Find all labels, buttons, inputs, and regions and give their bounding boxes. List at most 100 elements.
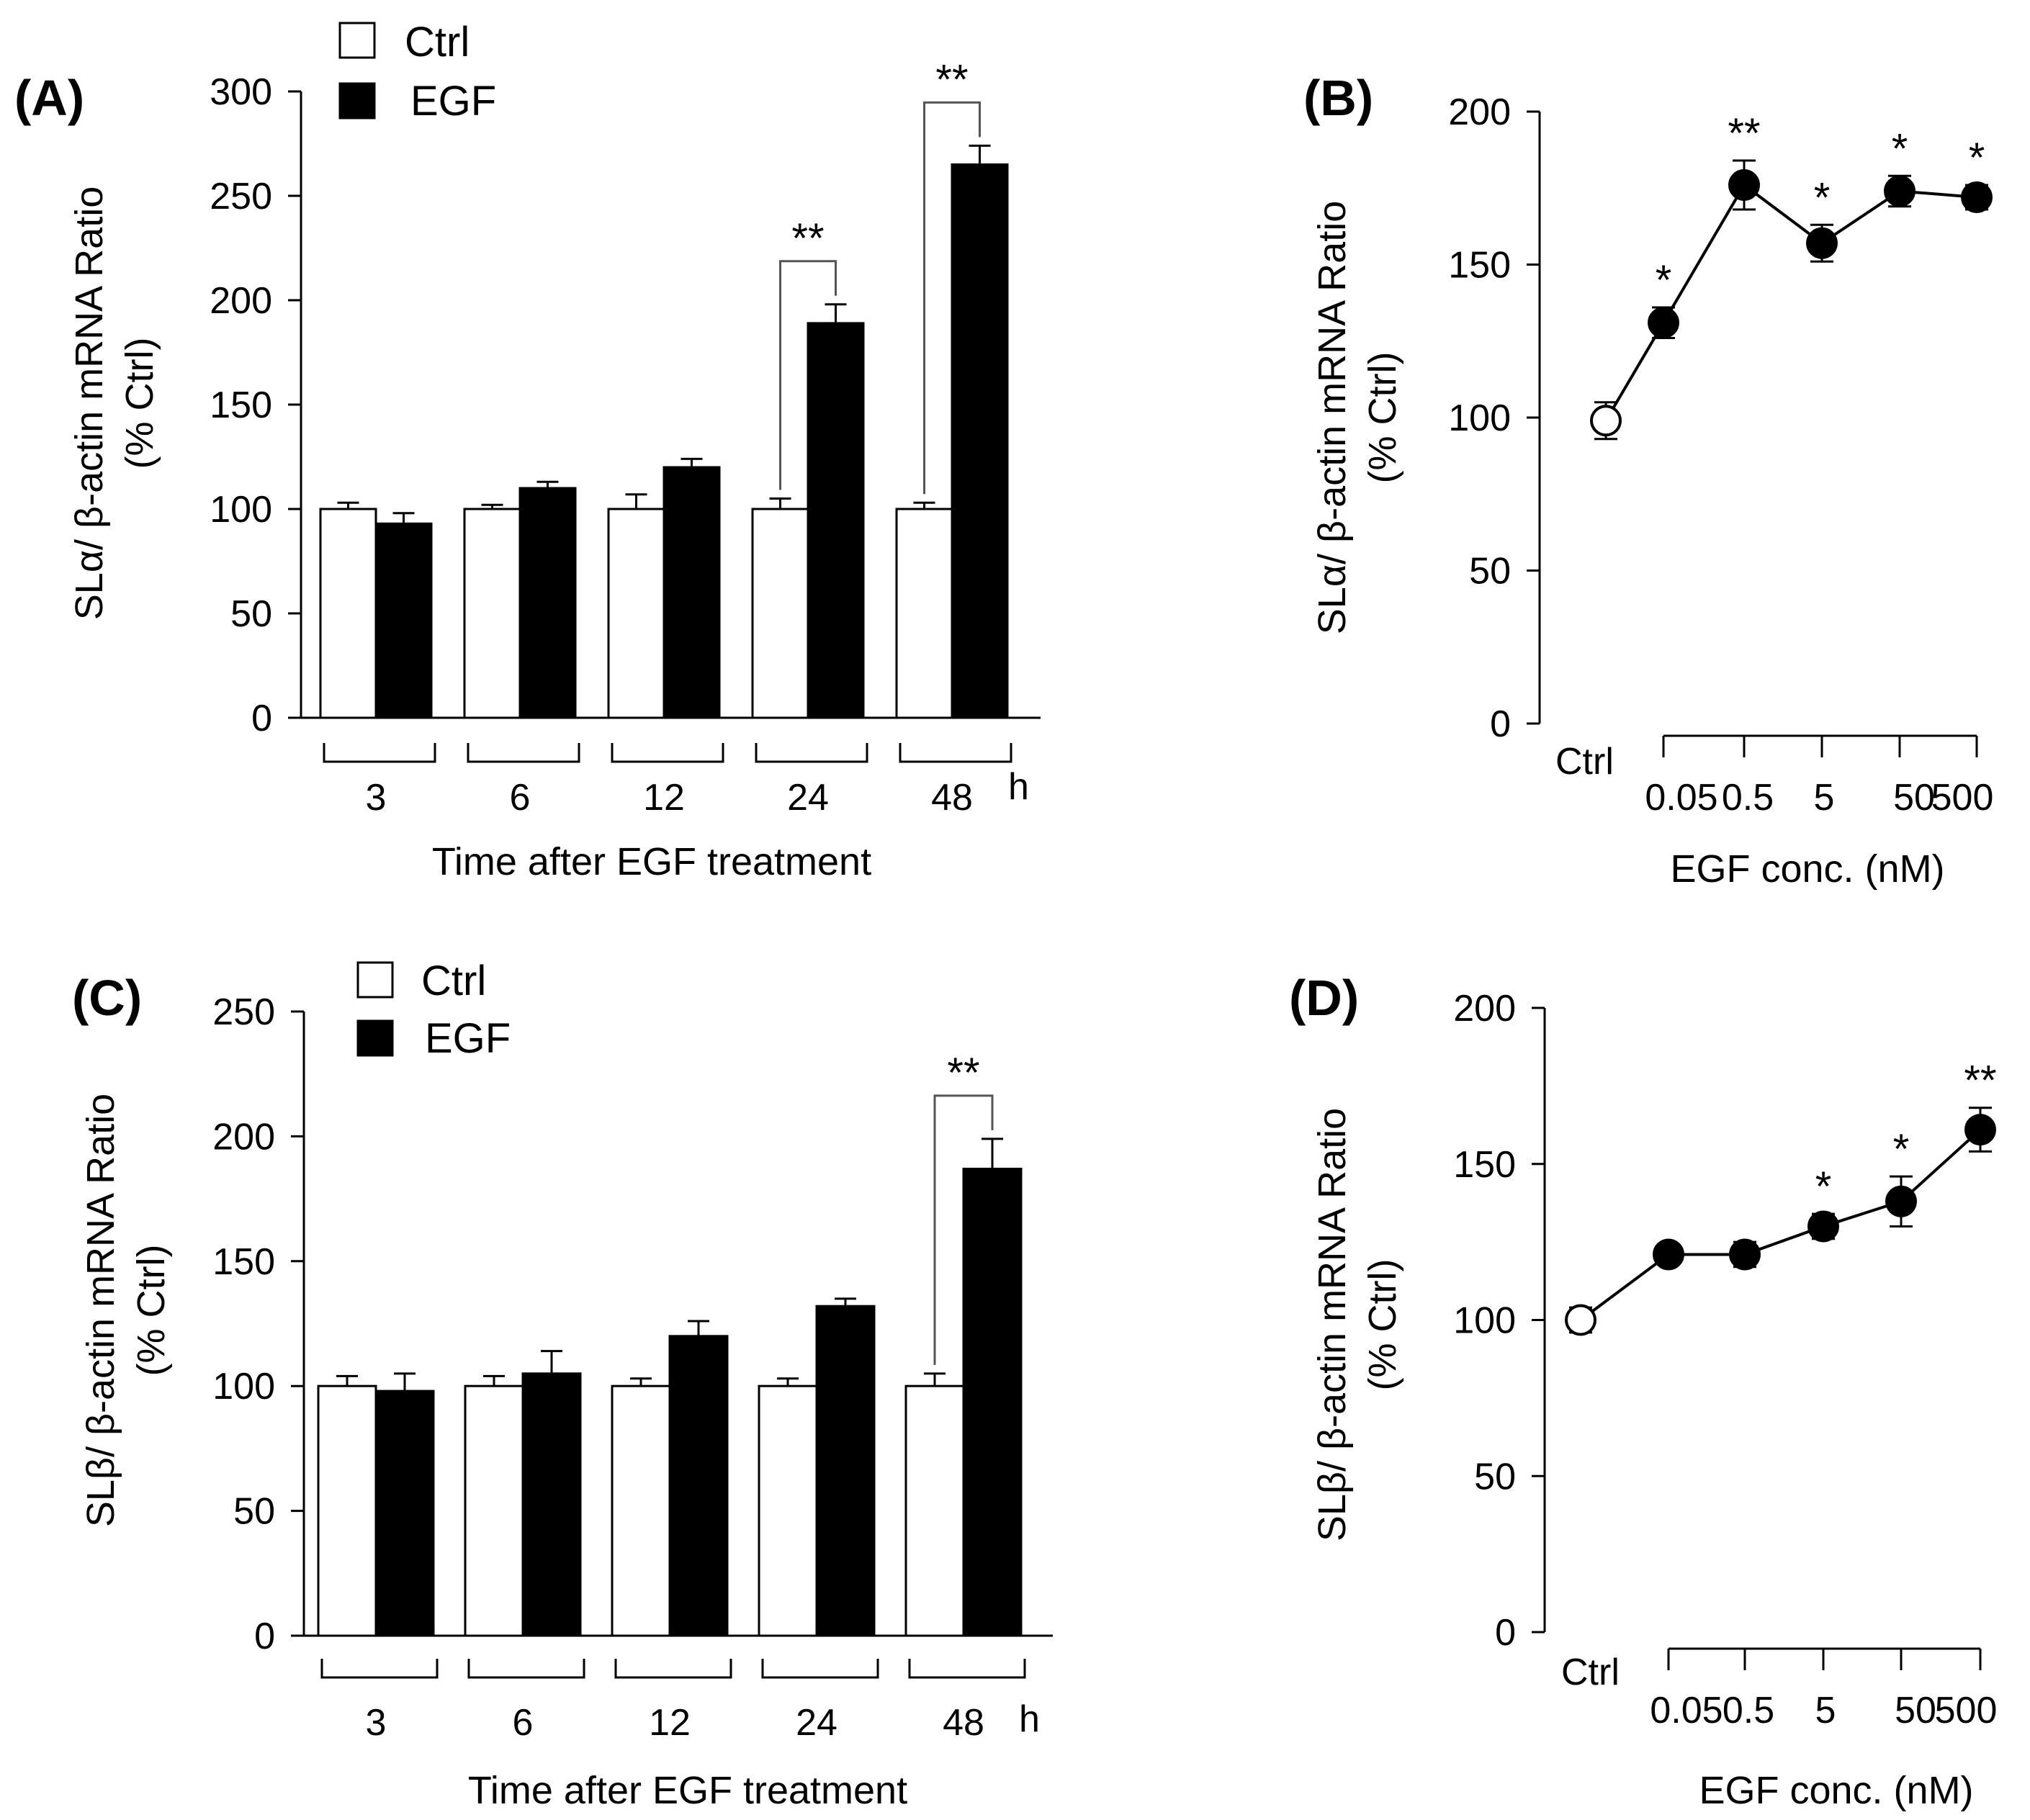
significance-label: ** xyxy=(1728,110,1760,157)
legend: Ctrl EGF xyxy=(356,958,511,1062)
significance-label: * xyxy=(1893,1126,1910,1173)
group-bracket xyxy=(611,743,724,763)
y-tick-label: 200 xyxy=(212,1116,275,1158)
x-tick-label: 12 xyxy=(649,1702,691,1744)
panel-d: (D) SLβ/ β-actin mRNA Ratio (% Ctrl) EGF… xyxy=(1289,970,1997,1812)
x-tick-label: 3 xyxy=(366,777,387,819)
y-tick-label: 150 xyxy=(1453,1144,1516,1186)
bar-egf xyxy=(951,163,1009,719)
bar-ctrl xyxy=(611,1384,671,1637)
y-axis-title-unit: (% Ctrl) xyxy=(1361,1259,1404,1391)
y-tick-label: 200 xyxy=(210,280,272,322)
y-tick-label: 0 xyxy=(251,698,272,739)
bar-ctrl xyxy=(895,508,953,719)
significance-bracket xyxy=(779,260,837,490)
bar-egf xyxy=(521,1372,582,1637)
y-axis-title-unit: (% Ctrl) xyxy=(118,338,161,469)
legend-swatch-ctrl xyxy=(338,22,376,59)
significance-label: ** xyxy=(947,1050,979,1096)
y-axis-title: SLα/ β-actin mRNA Ratio xyxy=(1311,201,1354,634)
legend-swatch-egf xyxy=(356,1019,394,1057)
bar-egf xyxy=(668,1335,729,1637)
group-bracket xyxy=(908,1659,1026,1679)
bar-ctrl xyxy=(607,508,665,719)
data-point xyxy=(1729,1238,1761,1271)
x-tick-label: 3 xyxy=(366,1702,387,1744)
bar-egf xyxy=(518,487,577,719)
y-tick-label: 100 xyxy=(210,489,272,531)
panel-b: (B) SLα/ β-actin mRNA Ratio (% Ctrl) EGF… xyxy=(1303,70,1993,891)
group-bracket xyxy=(899,743,1012,763)
x-tick-label: 0.05 xyxy=(1645,777,1717,819)
x-tick-label: 0.5 xyxy=(1723,1690,1774,1731)
x-tick-label: 50 xyxy=(1893,777,1935,819)
data-point-ctrl xyxy=(1565,1304,1596,1336)
x-tick-label: 24 xyxy=(796,1702,837,1744)
group-bracket xyxy=(614,1659,732,1679)
data-point xyxy=(1653,1238,1684,1271)
y-tick-label: 150 xyxy=(1448,245,1511,287)
legend-label-egf: EGF xyxy=(425,1015,511,1062)
bar-ctrl xyxy=(319,508,377,719)
bar-egf xyxy=(374,522,433,719)
y-tick-label: 100 xyxy=(1448,397,1511,439)
y-tick-label: 100 xyxy=(1453,1300,1516,1342)
y-tick-label: 100 xyxy=(212,1366,275,1407)
x-tick-label: 5 xyxy=(1815,1690,1836,1731)
significance-label: ** xyxy=(791,215,824,262)
panel-label: (C) xyxy=(72,970,142,1026)
x-tick-label: 0.05 xyxy=(1650,1690,1723,1731)
data-point xyxy=(1884,175,1916,207)
x-tick-label: 6 xyxy=(513,1702,534,1744)
y-axis-title: SLα/ β-actin mRNA Ratio xyxy=(68,186,111,620)
bar-ctrl xyxy=(751,508,809,719)
x-tick-label: 12 xyxy=(643,777,685,819)
x-tick-label: 50 xyxy=(1895,1690,1936,1731)
panel-label: (A) xyxy=(14,70,84,126)
y-axis-title-unit: (% Ctrl) xyxy=(1361,352,1404,484)
x-tick-label: 48 xyxy=(931,777,973,819)
x-unit-label: h xyxy=(1008,766,1029,808)
legend-swatch-egf xyxy=(338,82,376,120)
y-tick-label: 150 xyxy=(212,1241,275,1283)
y-tick-label: 50 xyxy=(233,1491,275,1533)
data-point xyxy=(1806,227,1838,259)
x-tick-label: 500 xyxy=(1931,777,1994,819)
bar-egf xyxy=(807,322,865,719)
x-tick-label: 24 xyxy=(787,777,829,819)
data-point xyxy=(1648,307,1679,339)
y-tick-label: 50 xyxy=(230,593,272,635)
y-tick-label: 0 xyxy=(254,1616,275,1657)
bar-egf xyxy=(663,466,721,719)
data-point xyxy=(1961,181,1993,213)
bar-ctrl xyxy=(464,1384,524,1637)
significance-label: * xyxy=(1969,135,1985,181)
y-tick-label: 300 xyxy=(210,71,272,113)
bar-ctrl xyxy=(463,508,521,719)
x-tick-label: 500 xyxy=(1935,1690,1998,1731)
panel-label: (B) xyxy=(1303,70,1373,126)
x-tick-label: 48 xyxy=(943,1702,984,1744)
panel-c: (C) Ctrl EGF SLβ/ β-actin mRNA Ratio (% … xyxy=(72,958,1053,1812)
significance-label: ** xyxy=(935,56,968,103)
y-tick-label: 0 xyxy=(1495,1612,1516,1654)
panel-a: (A) Ctrl EGF SLα/ β-actin mRNA Ratio (% … xyxy=(14,19,1041,883)
group-bracket xyxy=(467,1659,585,1679)
bar-ctrl xyxy=(904,1384,965,1637)
significance-bracket xyxy=(933,1094,994,1365)
bar-ctrl xyxy=(758,1384,818,1637)
data-point xyxy=(1885,1185,1917,1217)
significance-label: * xyxy=(1815,1163,1832,1210)
group-bracket xyxy=(320,1659,439,1679)
bar-ctrl xyxy=(317,1384,377,1637)
x-tick-label: 0.5 xyxy=(1722,777,1774,819)
x-axis-title: EGF conc. (nM) xyxy=(1670,847,1944,891)
x-tick-label: 6 xyxy=(510,777,531,819)
panel-label: (D) xyxy=(1289,970,1359,1026)
y-axis-title: SLβ/ β-actin mRNA Ratio xyxy=(1311,1108,1354,1541)
x-axis-title: Time after EGF treatment xyxy=(432,840,871,883)
legend: Ctrl EGF xyxy=(338,19,496,125)
significance-label: * xyxy=(1892,125,1908,172)
data-point xyxy=(1728,169,1760,201)
